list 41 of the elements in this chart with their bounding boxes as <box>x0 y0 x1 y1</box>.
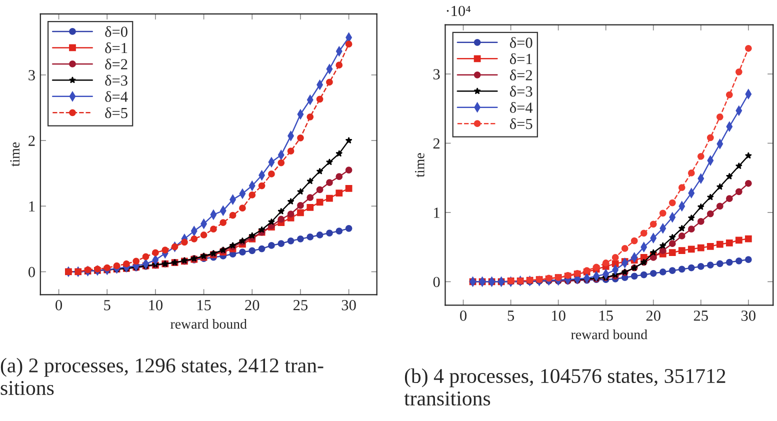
legend-label: δ=5 <box>105 107 128 118</box>
y-tick-label: 2 <box>433 138 440 149</box>
x-tick-label: 25 <box>294 300 308 310</box>
legend-label: δ=2 <box>510 70 532 80</box>
y-tick-label: 3 <box>433 69 440 80</box>
legend-label: δ=3 <box>510 86 532 97</box>
y-tick-label: 2 <box>28 136 35 146</box>
x-tick-label: 5 <box>104 300 110 310</box>
legend-label: δ=4 <box>105 91 128 102</box>
legend-label: δ=1 <box>105 42 128 54</box>
legend-label: δ=3 <box>105 74 128 86</box>
x-tick-label: 15 <box>197 300 211 310</box>
x-tick-label: 10 <box>552 310 566 321</box>
x-tick-label: 30 <box>741 310 756 321</box>
y-tick-label: 3 <box>28 70 35 80</box>
y-tick-label: 0 <box>28 266 35 278</box>
x-tick-label: 15 <box>600 310 613 321</box>
legend-label: δ=1 <box>510 53 532 64</box>
x-tick-label: 5 <box>508 310 514 321</box>
x-tick-label: 10 <box>149 300 163 310</box>
x-tick-label: 0 <box>56 300 62 310</box>
x-tick-label: 20 <box>245 300 260 310</box>
legend-label: δ=0 <box>510 37 532 48</box>
y-tick-label: 0 <box>433 276 440 288</box>
text: (b) 4 processes, 104576 states, 351712 transitions <box>404 368 726 406</box>
y-tick-label: 1 <box>29 201 35 212</box>
x-axis-title: reward bound <box>571 329 648 340</box>
x-axis-title: reward bound <box>170 318 247 329</box>
legend-label: δ=5 <box>510 118 532 130</box>
x-tick-label: 30 <box>342 300 356 310</box>
legend-label: δ=0 <box>105 26 128 37</box>
x-tick-label: 25 <box>694 310 708 321</box>
y-tick-label: 1 <box>434 208 440 218</box>
text: (a) 2 processes, 1296 states, 2412 tran- sitions <box>0 358 324 396</box>
x-tick-label: 0 <box>460 310 467 321</box>
x-tick-label: 20 <box>646 310 660 321</box>
y-axis-title: time <box>10 142 20 166</box>
legend-label: δ=4 <box>510 102 533 113</box>
text: ·10⁴ <box>446 6 470 16</box>
legend-label: δ=2 <box>105 58 128 70</box>
y-axis-title: time <box>415 153 424 178</box>
